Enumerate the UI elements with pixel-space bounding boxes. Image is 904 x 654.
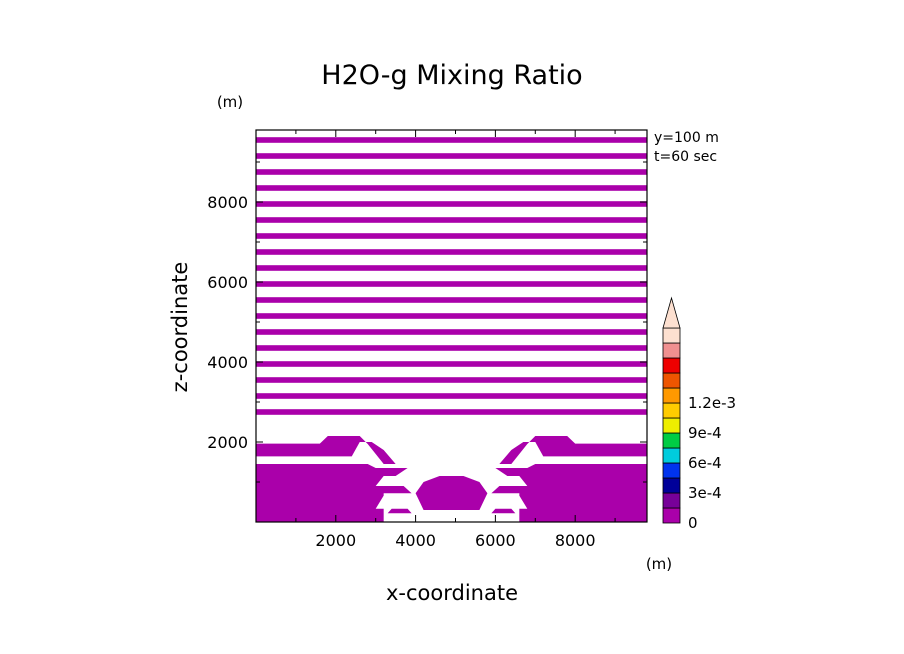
plot-area <box>255 129 648 523</box>
contour-band-1 <box>256 153 647 159</box>
colorbar-swatch <box>662 357 681 374</box>
x-tick-label: 6000 <box>475 531 516 550</box>
colorbar-swatch <box>662 432 681 449</box>
annotation-time: t=60 sec <box>654 149 717 165</box>
contour-band-4 <box>256 201 647 207</box>
x-tick-label: 8000 <box>555 531 596 550</box>
plot-frame <box>255 129 648 523</box>
contour-region-6 <box>387 508 412 514</box>
contour-region-1 <box>256 436 396 464</box>
colorbar-swatch <box>662 342 681 359</box>
contour-band-16 <box>256 393 647 399</box>
colorbar-label: 6e-4 <box>688 454 722 472</box>
colorbar-swatch <box>662 402 681 419</box>
contour-band-8 <box>256 265 647 271</box>
contour-band-11 <box>256 313 647 319</box>
colorbar-label: 9e-4 <box>688 424 722 442</box>
contour-band-0 <box>256 137 647 143</box>
colorbar-swatch <box>662 462 681 479</box>
contour-band-9 <box>256 281 647 287</box>
colorbar-label: 0 <box>688 514 698 532</box>
contour-band-2 <box>256 169 647 175</box>
contour-band-7 <box>256 249 647 255</box>
contour-band-10 <box>256 297 647 303</box>
contour-band-15 <box>256 377 647 383</box>
y-unit-label: (m) <box>217 93 243 111</box>
colorbar-extend-arrow <box>662 296 681 329</box>
colorbar-swatch <box>662 372 681 389</box>
contour-region-4 <box>375 486 412 494</box>
contour-band-17 <box>256 409 647 415</box>
contour-region-8 <box>415 476 488 510</box>
y-tick-label: 6000 <box>207 273 248 292</box>
contour-band-13 <box>256 345 647 351</box>
x-axis-label: x-coordinate <box>386 581 518 605</box>
colorbar-swatch <box>662 492 681 509</box>
annotation-y-position: y=100 m <box>654 130 719 146</box>
contour-region-7 <box>491 508 516 514</box>
contour-band-6 <box>256 233 647 239</box>
colorbar-swatch <box>662 417 681 434</box>
axis-ticks: 2000 4000 6000 8000 2000 4000 6000 8000 <box>207 130 647 550</box>
x-tick-label: 2000 <box>315 531 356 550</box>
colorbar-label: 1.2e-3 <box>688 394 736 412</box>
colorbar-label: 3e-4 <box>688 484 722 502</box>
colorbar-swatch <box>662 327 681 344</box>
colorbar-swatch <box>662 477 681 494</box>
contour-band-12 <box>256 329 647 335</box>
x-unit-label: (m) <box>646 555 672 573</box>
contour-region-0 <box>256 436 647 464</box>
colorbar-swatch <box>662 447 681 464</box>
y-tick-label: 8000 <box>207 193 248 212</box>
y-tick-label: 2000 <box>207 433 248 452</box>
chart-title: H2O-g Mixing Ratio <box>321 60 582 91</box>
colorbar-swatch <box>662 387 681 404</box>
contour-region-5 <box>491 486 528 494</box>
contour-region-3 <box>495 464 647 522</box>
contour-band-3 <box>256 185 647 191</box>
x-tick-label: 4000 <box>395 531 436 550</box>
y-axis-label: z-coordinate <box>168 262 192 393</box>
colorbar-swatch <box>662 507 681 524</box>
contour-region-2 <box>256 464 408 522</box>
y-tick-label: 4000 <box>207 353 248 372</box>
contour-band-14 <box>256 361 647 367</box>
colorbar: 0 3e-4 6e-4 9e-4 1.2e-3 <box>662 296 736 532</box>
contour-band-5 <box>256 217 647 223</box>
